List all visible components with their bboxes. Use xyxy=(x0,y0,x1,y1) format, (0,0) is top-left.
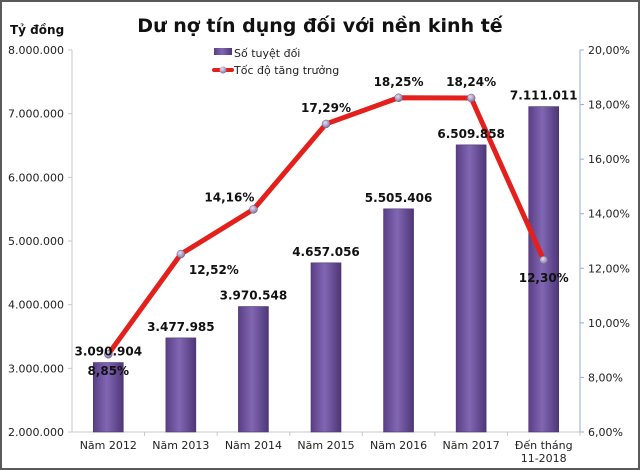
bar xyxy=(310,262,342,433)
y-axis-label: Tỷ đồng xyxy=(10,23,64,37)
line-value-label: 12,52% xyxy=(189,263,239,277)
x-tick-label: Năm 2016 xyxy=(370,439,427,452)
y-tick-label: 8.000.000 xyxy=(8,44,64,57)
line-marker xyxy=(249,205,258,214)
line-value-label: 12,30% xyxy=(519,271,569,285)
line-value-label: 8,85% xyxy=(87,364,129,378)
y-tick-label: 5.000.000 xyxy=(8,235,64,248)
legend-line-label: Tốc độ tăng trưởng xyxy=(233,64,339,77)
y-tick-label: 2.000.000 xyxy=(8,426,64,439)
bar-value-label: 3.477.985 xyxy=(147,320,215,334)
bar xyxy=(238,306,269,433)
y-tick-label: 6.000.000 xyxy=(8,171,64,184)
x-tick-label-line: Năm 2015 xyxy=(297,439,354,452)
line-marker xyxy=(466,93,476,103)
y2-tick-label: 14,00% xyxy=(588,208,630,221)
x-tick-label-line: Đến tháng xyxy=(515,439,573,452)
bar-value-label: 5.505.406 xyxy=(365,191,433,205)
x-tick-label-line: Năm 2017 xyxy=(443,439,500,452)
line-marker xyxy=(539,255,548,265)
y2-tick-label: 20,00% xyxy=(588,44,630,57)
x-tick-label: Năm 2015 xyxy=(297,439,354,452)
y2-tick-label: 18,00% xyxy=(588,99,630,112)
bar-value-label: 4.657.056 xyxy=(292,245,360,259)
x-tick-label-line: Năm 2014 xyxy=(225,439,282,452)
legend: Số tuyệt đối Tốc độ tăng trưởng xyxy=(212,47,339,77)
bar xyxy=(528,106,560,433)
bar xyxy=(92,362,124,433)
x-tick-label: Đến tháng 11-2018 xyxy=(515,439,573,465)
bar-value-label: 3.090.904 xyxy=(74,345,142,359)
legend-bar-swatch xyxy=(214,48,232,55)
y2-tick-label: 6,00% xyxy=(588,426,623,439)
bar xyxy=(455,144,487,433)
bar-value-label: 6.509.858 xyxy=(437,127,505,141)
y2-tick-label: 8,00% xyxy=(588,371,623,384)
line-value-label: 18,24% xyxy=(446,75,496,89)
bar xyxy=(165,337,197,433)
y2-tick-label: 10,00% xyxy=(588,317,630,330)
x-tick-label: Năm 2017 xyxy=(443,439,500,452)
y-tick-label: 7.000.000 xyxy=(8,108,64,121)
bar-value-label: 7.111.011 xyxy=(510,89,578,103)
chart-title: Dư nợ tín dụng đối với nền kinh tế xyxy=(137,14,504,37)
line-value-label: 14,16% xyxy=(204,190,254,204)
line-marker xyxy=(394,93,403,102)
x-tick-label-line: Năm 2013 xyxy=(152,439,209,452)
y2-tick-label: 16,00% xyxy=(588,153,630,166)
y-tick-label: 4.000.000 xyxy=(8,299,64,312)
bar xyxy=(383,208,414,433)
x-tick-label-line: Năm 2012 xyxy=(80,439,137,452)
x-tick-label: Năm 2013 xyxy=(152,439,209,452)
bar-value-label: 3.970.548 xyxy=(220,289,288,303)
line-marker xyxy=(176,249,186,259)
x-tick-label-line: 11-2018 xyxy=(521,452,567,465)
y2-tick-label: 12,00% xyxy=(588,262,630,275)
line-value-label: 18,25% xyxy=(374,75,424,89)
line-value-label: 17,29% xyxy=(301,101,351,115)
legend-bar-label: Số tuyệt đối xyxy=(234,47,300,60)
x-tick-label-line: Năm 2016 xyxy=(370,439,427,452)
line-marker xyxy=(104,349,113,359)
y-tick-label: 3.000.000 xyxy=(8,362,64,375)
x-tick-label: Năm 2012 xyxy=(80,439,137,452)
legend-line-marker xyxy=(219,66,227,74)
x-tick-label: Năm 2014 xyxy=(225,439,282,452)
line-marker xyxy=(321,119,331,129)
